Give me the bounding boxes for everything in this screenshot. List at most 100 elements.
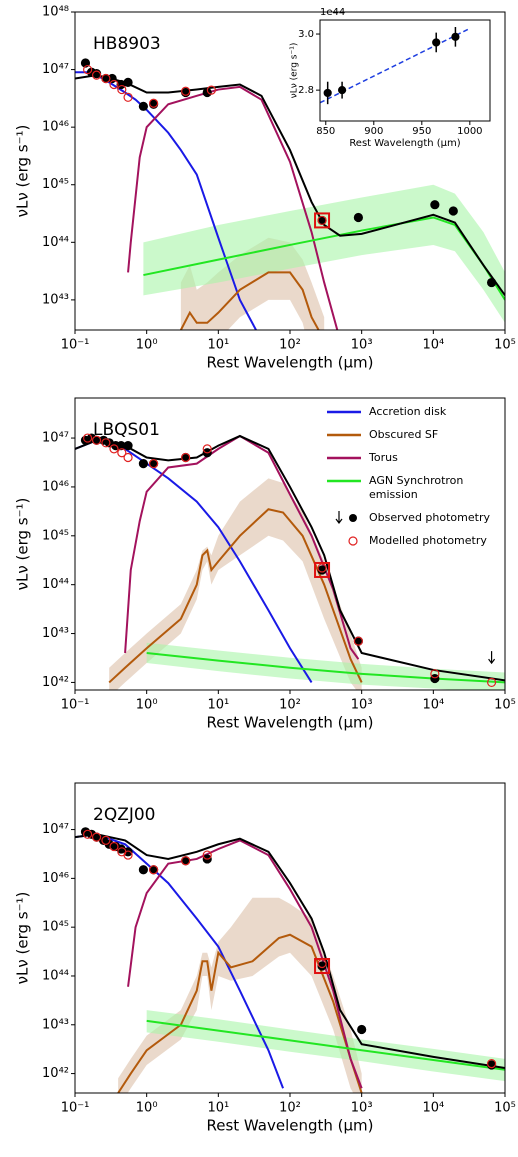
plot-area [320,27,471,105]
y-tick-label: 10⁴⁶ [42,871,69,886]
x-tick-label: 10¹ [207,698,229,713]
photometry-point [181,856,191,866]
y-tick-label: 10⁴⁴ [42,577,69,592]
x-axis-label: Rest Wavelength (μm) [206,714,373,732]
photometry-point [83,64,93,75]
x-tick-label: 1000 [457,126,482,137]
upper-limit-arrow [488,651,496,665]
photometry-point [117,448,127,458]
photometry-point [138,101,148,111]
photometry-point [109,444,119,454]
photometry-point [138,865,148,875]
photometry-point [353,212,363,223]
legend-label: Torus [368,451,398,464]
x-tick-label: 10⁴ [422,338,444,353]
x-tick-label: 10³ [351,338,373,353]
highlight-box [314,561,331,578]
photometry-point [91,70,102,80]
photometry-point [83,829,93,839]
x-tick-label: 10¹ [207,1101,229,1116]
y-tick-label: 2.8 [298,85,314,96]
y-tick-label: 10⁴³ [42,292,69,307]
y-tick-label: 10⁴⁷ [42,431,69,446]
legend-label: Accretion disk [369,405,447,418]
x-tick-label: 10³ [351,698,373,713]
offset-label: 1e44 [320,7,345,18]
photometry-point [91,435,102,445]
photometry-point [149,98,159,108]
highlight-box [314,212,331,229]
photometry-point [83,433,93,443]
y-tick-label: 10⁴⁷ [42,62,69,77]
legend-label: Obscured SF [369,428,438,441]
photometry-point [317,958,327,969]
legend-swatch [335,511,343,524]
legend-swatch [348,536,358,546]
model-curve [108,508,363,684]
x-tick-label: 10⁻¹ [61,1101,90,1116]
y-tick-label: 10⁴⁶ [42,120,69,135]
y-tick-label: 10⁴⁴ [42,968,69,983]
uncertainty-band [118,897,362,1093]
y-axis-label: νLν (erg s⁻¹) [290,43,300,99]
photometry-point [451,32,460,41]
y-axis-label: νLν (erg s⁻¹) [14,892,32,985]
photometry-point [317,563,327,573]
y-tick-label: 10⁴⁵ [42,528,69,543]
model-curve [127,839,363,1089]
x-tick-label: 10⁰ [136,698,158,713]
photometry-point [206,85,216,95]
inset-background [320,20,490,121]
uncertainty-band [146,642,505,690]
photometry-point [181,452,191,463]
y-tick-label: 10⁴⁵ [42,177,69,192]
panel: 850 900 950 1000 2.8 3.0 Rest Wavelength (μm) ν… [290,7,491,149]
y-tick-label: 10⁴³ [42,626,69,641]
photometry-point [101,835,111,845]
photometry-point [149,459,159,469]
photometry-point [486,1059,497,1069]
model-curve [146,652,505,684]
photometry-point [317,961,327,971]
photometry-point [202,850,212,860]
legend-label: Observed photometry [369,511,490,524]
x-tick-label: 10⁰ [136,1101,158,1116]
photometry-point [91,832,102,842]
x-axis-label: Rest Wavelength (μm) [206,354,373,372]
photometry-point [101,73,111,84]
y-tick-label: 10⁴⁷ [42,822,69,837]
photometry-point [317,215,327,226]
model-curve [75,833,505,1070]
y-tick-label: 10⁴⁵ [42,920,69,935]
x-tick-label: 10⁻¹ [61,338,90,353]
panel: 10⁻¹ 10⁰ 10¹ 10² 10³ 10⁴ 10⁵ 10⁴² 10⁴³ 10⁴⁴ 10⁴⁵ 10… [14,782,516,1135]
legend-label: Modelled photometry [369,534,487,547]
photometry-point [123,850,133,860]
y-tick-label: 10⁴⁴ [42,235,69,250]
model-curve [75,833,284,1089]
photometry-point [109,79,119,90]
x-tick-label: 10² [279,338,301,353]
model-curve [124,434,360,660]
plot-area [75,433,505,690]
axes-frame [319,19,491,122]
photometry-point [448,206,458,216]
photometry-point [430,200,440,210]
photometry-point [181,86,191,96]
panel-title: LBQS01 [93,420,160,440]
x-tick-label: 10⁴ [422,1101,444,1116]
x-axis-label: Rest Wavelength (μm) [206,1117,373,1135]
photometry-point [430,669,440,679]
legend-swatch [349,514,357,522]
photometry-point [117,84,127,95]
plot-area [75,827,505,1093]
y-tick-label: 10⁴² [42,1066,69,1081]
photometry-point [486,677,497,688]
x-tick-label: 10⁻¹ [61,698,90,713]
x-tick-label: 10⁵ [494,698,516,713]
x-tick-label: 10⁰ [136,338,158,353]
legend-label: AGN Synchrotron emission [369,474,467,501]
x-tick-label: 10⁵ [494,338,516,353]
y-tick-label: 3.0 [298,29,314,40]
